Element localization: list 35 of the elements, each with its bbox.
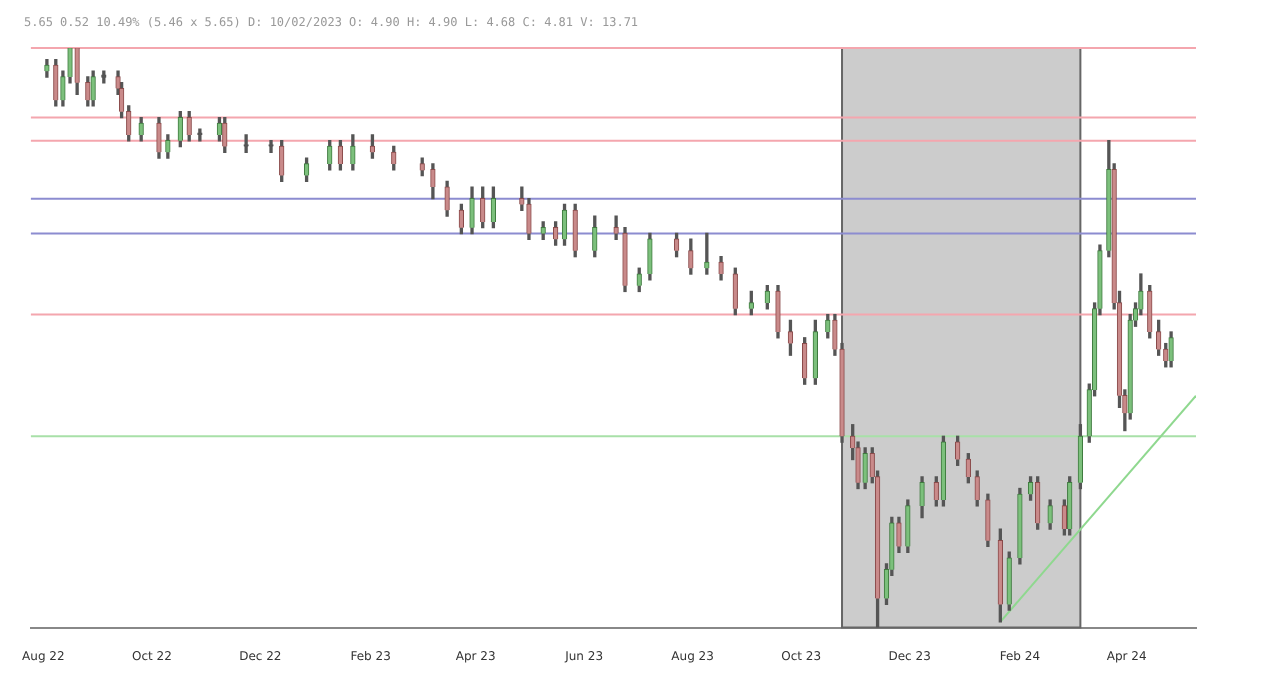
candlestick bbox=[430, 163, 436, 200]
candlestick bbox=[469, 186, 475, 235]
candlestick bbox=[1147, 284, 1153, 339]
candlestick bbox=[940, 435, 947, 507]
candlestick bbox=[165, 134, 171, 159]
candlestick bbox=[1047, 499, 1053, 530]
candlestick bbox=[480, 186, 486, 229]
candlestick bbox=[490, 186, 497, 229]
candlestick bbox=[775, 284, 781, 339]
candlestick bbox=[156, 116, 162, 159]
candlestick bbox=[444, 180, 450, 217]
candlestick bbox=[985, 493, 991, 548]
candlestick bbox=[197, 128, 203, 142]
candlestick bbox=[1067, 476, 1073, 536]
candlestick bbox=[90, 70, 96, 107]
candlestick bbox=[997, 528, 1003, 623]
candlestick bbox=[350, 134, 356, 171]
candlestick bbox=[812, 319, 818, 385]
candlestick bbox=[1017, 487, 1023, 565]
candlestick bbox=[974, 470, 980, 507]
candlestick bbox=[862, 447, 868, 490]
candlestick bbox=[718, 256, 724, 281]
candlestick bbox=[419, 157, 425, 177]
candlestick bbox=[1168, 331, 1174, 368]
candlestick bbox=[622, 227, 628, 293]
candlestick bbox=[526, 198, 532, 240]
candlestick bbox=[75, 48, 79, 96]
candlestick bbox=[905, 499, 911, 553]
candlestick bbox=[919, 476, 925, 519]
candlestick bbox=[1035, 476, 1041, 530]
candlestick bbox=[647, 232, 653, 281]
candlestick bbox=[896, 516, 902, 553]
candlestick bbox=[1006, 551, 1012, 611]
candlestick bbox=[613, 215, 619, 240]
candlestick bbox=[44, 58, 50, 78]
